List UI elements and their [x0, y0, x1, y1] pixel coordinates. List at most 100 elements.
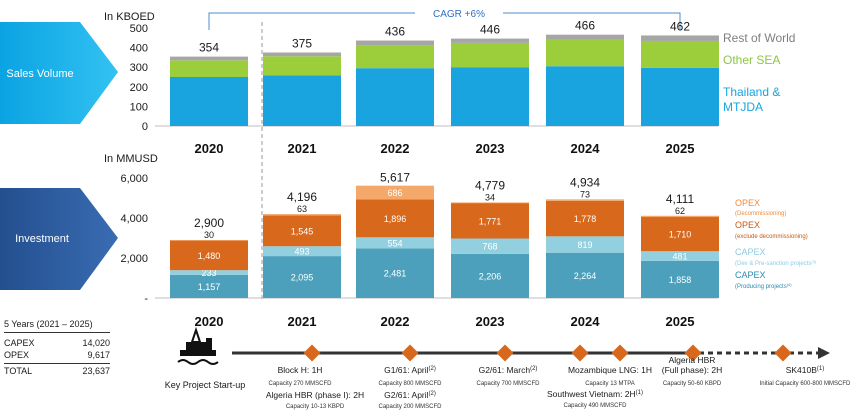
investment-bar-segment — [641, 217, 719, 252]
investment-bar-segment — [263, 246, 341, 257]
sales-totals: 354 375 436 446 466 462 — [199, 19, 690, 55]
investment-segment-label: 1,896 — [384, 214, 407, 224]
investment-bar-segment — [170, 270, 248, 275]
investment-segment-label: 1,545 — [291, 226, 314, 236]
investment-bar-segment — [356, 185, 434, 200]
investment-bar-segment — [263, 214, 341, 216]
investment-bar-segment — [263, 215, 341, 247]
year-label: 2023 — [476, 314, 505, 329]
investment-segment-label: 233 — [201, 268, 216, 278]
summary-row-opex: OPEX 9,617 — [4, 349, 110, 361]
year-label: 2024 — [571, 314, 601, 329]
legend-other-sea: Other SEA — [723, 53, 780, 67]
sales-bar-segment — [170, 60, 248, 77]
summary-row-capex: CAPEX 14,020 — [4, 337, 110, 349]
legend-opex-excl: OPEX — [735, 220, 760, 230]
investment-y-tick-label: 2,000 — [120, 253, 148, 265]
investment-bar-segment — [356, 199, 434, 238]
project-capacity: Capacity 50-60 KBPD — [663, 381, 722, 387]
sales-y-tick-label: 0 — [142, 121, 148, 133]
investment-segment-label: 62 — [675, 206, 685, 216]
milestone-diamond — [684, 344, 702, 362]
project-capacity: Capacity 490 MMSCFD — [563, 403, 627, 409]
project-capacity: Capacity 10-13 KBPD — [286, 404, 345, 410]
investment-y-tick-label: 4,000 — [120, 213, 148, 225]
year-label: 2022 — [381, 141, 410, 156]
summary-value: 9,617 — [87, 350, 110, 360]
project-capacity: Capacity 270 MMSCFD — [268, 381, 332, 387]
project-name: G1/61: April(2) — [384, 365, 436, 375]
investment-bar-segment — [641, 215, 719, 218]
legend-capex-prod: CAPEX — [735, 270, 766, 280]
sales-bar-segment — [263, 52, 341, 57]
summary-row-total: TOTAL 23,637 — [4, 363, 110, 377]
investment-segment-label: 63 — [297, 204, 307, 214]
summary-label: TOTAL — [4, 366, 33, 376]
investment-totals: 2,900 4,196 5,617 4,779 4,934 4,111 — [194, 171, 694, 230]
milestone-diamond — [774, 344, 792, 362]
sales-bar-segment — [451, 67, 529, 126]
investment-unit-label: In MMUSD — [104, 153, 158, 165]
milestone-diamond — [571, 344, 589, 362]
investment-total-label: 4,779 — [475, 178, 505, 192]
investment-segment-label: 1,710 — [669, 230, 692, 240]
investment-bar-segment — [170, 274, 248, 298]
sales-bar-segment — [263, 75, 341, 126]
sales-bar-segment — [546, 34, 624, 40]
sales-bar-segment — [546, 66, 624, 126]
sales-y-tick-label: 500 — [130, 23, 148, 35]
legend-rest-of-world: Rest of World — [723, 31, 795, 45]
timeline-projects-above: Block H: 1H Capacity 270 MMSCFD G1/61: Apr… — [268, 355, 850, 387]
investment-y-tick-label: 6,000 — [120, 173, 148, 185]
investment-bar-segment — [641, 260, 719, 298]
investment-total-label: 4,934 — [570, 175, 600, 189]
year-label: 2024 — [571, 141, 601, 156]
sales-unit-label: In KBOED — [104, 11, 155, 23]
cagr-label: CAGR +6% — [433, 9, 485, 20]
sales-bar-segment — [641, 35, 719, 41]
project-name: Block H: 1H — [278, 365, 323, 375]
legend-opex-decom: OPEX — [735, 198, 760, 208]
sales-bar-segment — [641, 67, 719, 126]
summary-value: 14,020 — [82, 338, 110, 348]
sales-bars — [170, 34, 719, 126]
investment-segment-label: 1,771 — [479, 216, 502, 226]
summary-label: CAPEX — [4, 338, 35, 348]
investment-chevron — [0, 188, 118, 290]
investment-bars: 1,157 233 1,480 30 2,095 493 1,545 63 2,481 554 1,… — [170, 185, 719, 298]
project-name: Southwest Vietnam: 2H(1) — [547, 389, 643, 399]
legend-opex-decom-sub: (Decommissioning) — [735, 211, 786, 217]
milestones — [303, 344, 792, 362]
legend-capex-dev-sub: (Dev & Pre-sanction projects(3) — [735, 259, 817, 267]
sales-total-label: 466 — [575, 19, 595, 33]
investment-segment-label: 819 — [577, 240, 592, 250]
milestone-diamond — [303, 344, 321, 362]
investment-bar-segment — [546, 199, 624, 201]
investment-bar-segment — [546, 200, 624, 237]
investment-bar-segment — [170, 240, 248, 271]
summary-label: OPEX — [4, 350, 30, 360]
sales-bar-segment — [170, 56, 248, 61]
sales-bar-segment — [170, 77, 248, 126]
sales-total-label: 446 — [480, 23, 500, 37]
sales-x-ticks: 2020 2021 2022 2023 2024 2025 — [195, 141, 695, 156]
year-label: 2025 — [666, 314, 695, 329]
year-label: 2023 — [476, 141, 505, 156]
sales-total-label: 375 — [292, 37, 312, 51]
five-year-title: 5 Years (2021 – 2025) — [4, 319, 110, 333]
investment-bar-segment — [451, 253, 529, 298]
sales-volume-label: Sales Volume — [6, 68, 73, 80]
sales-y-tick-label: 400 — [130, 43, 148, 55]
sales-y-tick-label: 100 — [130, 101, 148, 113]
project-name: G2/61: April(2) — [384, 390, 436, 400]
investment-segment-label: 1,778 — [574, 214, 597, 224]
legend-thailand: Thailand & MTJDA — [723, 85, 780, 114]
investment-legend: OPEX (Decommissioning) OPEX (exclude dec… — [735, 198, 817, 290]
five-year-summary: 5 Years (2021 – 2025) CAPEX 14,020 OPEX … — [4, 319, 110, 377]
timeline-projects-below: Algeria HBR (phase I): 2H Capacity 10-13 … — [266, 389, 643, 410]
oil-rig-icon — [177, 326, 219, 365]
investment-segment-label: 493 — [294, 247, 309, 257]
investment-bar-segment — [451, 203, 529, 239]
investment-bar-segment — [170, 240, 248, 241]
